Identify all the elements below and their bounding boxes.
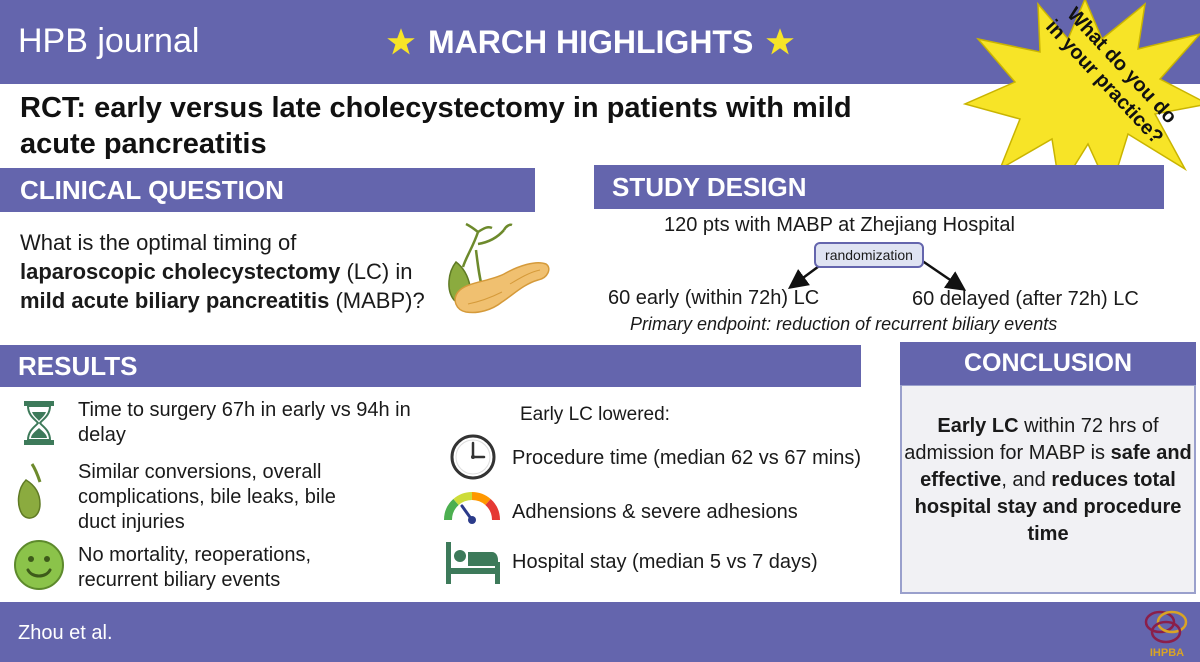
conclusion-header: CONCLUSION [900, 342, 1196, 386]
result-no-mortality: No mortality, reoperations, recurrent bi… [78, 544, 312, 591]
citation: Zhou et al. [18, 622, 113, 644]
cq-line-2-rest: (LC) in [340, 259, 413, 284]
randomization-label: randomization [825, 247, 913, 263]
cq-bold-mabp: mild acute biliary pancreatitis [20, 288, 330, 313]
early-adhesions: Adhensions & severe adhesions [512, 501, 798, 523]
starburst-icon [962, 0, 1200, 194]
primary-endpoint: Primary endpoint: reduction of recurrent… [630, 314, 1058, 334]
clinical-question-text: What is the optimal timing of laparoscop… [20, 228, 450, 315]
early-arm: 60 early (within 72h) LC [608, 287, 820, 309]
randomization-box: randomization [814, 242, 924, 268]
hospital-bed-icon [446, 542, 500, 584]
ihpba-logo: IHPBA [1144, 610, 1188, 659]
result-time-to-surgery: Time to surgery 67h in early vs 94h in d… [78, 399, 411, 446]
result-complications: Similar conversions, overall complicatio… [78, 461, 336, 533]
clock-icon [450, 434, 496, 480]
early-procedure-time: Procedure time (median 62 vs 67 mins) [512, 447, 862, 469]
footer-bar [0, 602, 1200, 662]
title-line-1: RCT: early versus late cholecystectomy i… [20, 92, 852, 124]
cohort-text: 120 pts with MABP at Zhejiang Hospital [664, 214, 1015, 236]
journal-name: HPB journal [18, 22, 200, 60]
gauge-icon [443, 491, 501, 524]
page-title: RCT: early versus late cholecystectomy i… [20, 90, 950, 162]
early-hospital-stay: Hospital stay (median 5 vs 7 days) [512, 551, 818, 573]
cq-bold-lc: laparoscopic cholecystectomy [20, 259, 341, 284]
hourglass-icon [24, 401, 54, 445]
early-lc-heading: Early LC lowered: [520, 404, 670, 425]
conclusion-bold-safe: safe and effective [920, 442, 1192, 491]
highlights-heading: MARCH HIGHLIGHTS [386, 20, 795, 64]
conclusion-heading: CONCLUSION [963, 349, 1133, 377]
conclusion-bold-early-lc: Early LC [937, 415, 1019, 437]
conclusion-text: Early LC within 72 hrs of admission for … [900, 413, 1196, 548]
results-heading: RESULTS [18, 350, 138, 381]
star-icon [387, 28, 415, 55]
clinical-question-heading: CLINICAL QUESTION [20, 174, 284, 205]
cq-line-1: What is the optimal timing of [20, 230, 297, 255]
top-banner [0, 0, 1200, 84]
highlights-label: MARCH HIGHLIGHTS [428, 23, 754, 60]
study-design-header: STUDY DESIGN [594, 165, 1164, 209]
conclusion-text-2: , and [1001, 469, 1052, 491]
gallbladder-pancreas-icon [448, 222, 550, 314]
svg-text:IHPBA: IHPBA [1150, 647, 1184, 659]
title-line-2: acute pancreatitis [20, 128, 267, 160]
clinical-question-header: CLINICAL QUESTION [0, 168, 535, 212]
late-arm: 60 delayed (after 72h) LC [912, 288, 1139, 310]
conclusion-text-1: within 72 hrs of admission for MABP is [904, 415, 1159, 464]
smiley-icon [14, 540, 64, 590]
star-icon [766, 28, 795, 55]
gallbladder-icon [17, 463, 42, 519]
cq-line-3-rest: (MABP)? [329, 288, 425, 313]
results-header: RESULTS [0, 345, 861, 387]
conclusion-bold-reduces: reduces total hospital stay and procedur… [914, 469, 1182, 545]
study-design-heading: STUDY DESIGN [612, 171, 807, 202]
